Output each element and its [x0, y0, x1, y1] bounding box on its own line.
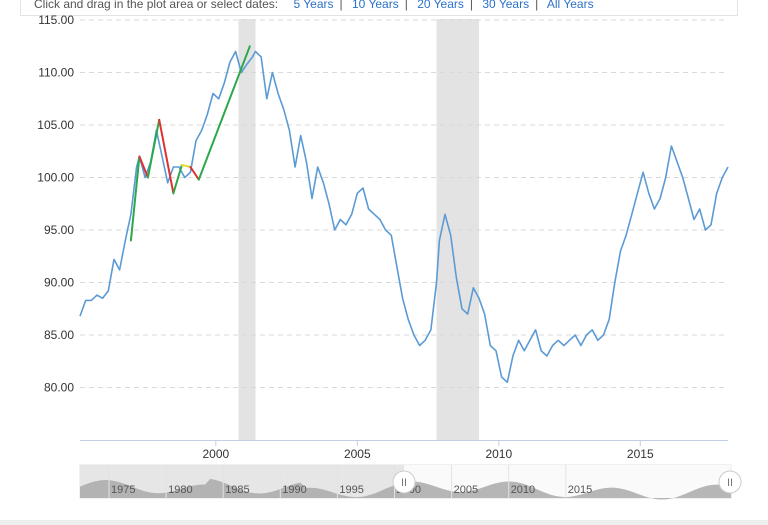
- trend-overlay-segment: [172, 163, 183, 195]
- x-axis: 2000 2005 2010 2015: [80, 440, 728, 461]
- navigator-tick-label: 1985: [225, 484, 249, 496]
- navigator[interactable]: 197519801985199019952000200520102015IIII: [79, 464, 742, 500]
- y-tick-label: 105.00: [37, 118, 74, 132]
- handle-grip-icon: II: [727, 477, 733, 489]
- y-tick-label: 115.00: [38, 13, 74, 27]
- x-tick-label: 2015: [627, 447, 654, 461]
- navigator-tick-label: 1990: [282, 484, 306, 496]
- navigator-tick-label: 1980: [168, 484, 192, 496]
- y-tick-label: 90.00: [44, 276, 74, 290]
- gridlines: [80, 19, 728, 388]
- range-5-years-link[interactable]: 5 Years: [293, 0, 334, 11]
- trend-overlay-segment: [146, 118, 161, 179]
- y-tick-label: 80.00: [44, 381, 74, 395]
- trend-overlay-segment: [158, 118, 175, 195]
- series-line: [79, 50, 729, 384]
- separator: |: [404, 0, 408, 11]
- y-tick-label: 100.00: [37, 171, 74, 185]
- trend-overlay-segment: [138, 155, 149, 179]
- navigator-tick-label: 2005: [454, 484, 478, 496]
- handle-circle: [392, 470, 416, 494]
- range-all-years-link[interactable]: All Years: [546, 0, 594, 11]
- navigator-tick-label: 2015: [568, 484, 592, 496]
- range-selector: Click and drag in the plot area or selec…: [20, 0, 738, 16]
- navigator-right-handle[interactable]: II: [718, 470, 742, 494]
- navigator-left-handle[interactable]: II: [392, 470, 416, 494]
- trend-overlay-segment: [129, 155, 141, 242]
- navigator-tick-label: 1995: [339, 484, 363, 496]
- trend-overlay-group: [129, 45, 251, 242]
- navigator-tick-label: 2010: [511, 484, 535, 496]
- range-20-years-link[interactable]: 20 Years: [417, 0, 464, 11]
- range-30-years-link[interactable]: 30 Years: [482, 0, 530, 11]
- bottom-divider: [0, 520, 768, 525]
- y-tick-label: 95.00: [44, 223, 74, 237]
- range-10-years-link[interactable]: 10 Years: [352, 0, 399, 11]
- handle-grip-icon: II: [401, 477, 407, 489]
- x-tick-label: 2010: [485, 447, 512, 461]
- separator: |: [469, 0, 474, 11]
- trend-overlay-segment: [189, 166, 200, 181]
- y-axis: 115.00 110.00 105.00 100.00 95.00 90.00 85.00 8…: [37, 13, 74, 395]
- x-tick-label: 2005: [344, 447, 371, 461]
- trend-overlay-segment: [197, 45, 251, 181]
- navigator-tick-label: 1975: [111, 484, 135, 496]
- range-selector-prompt: Click and drag in the plot area or selec…: [34, 0, 279, 11]
- y-tick-label: 85.00: [44, 328, 74, 342]
- handle-circle: [718, 470, 742, 494]
- separator: |: [535, 0, 539, 11]
- trend-overlay-segment: [180, 163, 192, 168]
- separator: |: [339, 0, 343, 11]
- x-tick-label: 2000: [202, 447, 229, 461]
- y-tick-label: 110.00: [38, 66, 74, 80]
- series-group: [79, 50, 729, 384]
